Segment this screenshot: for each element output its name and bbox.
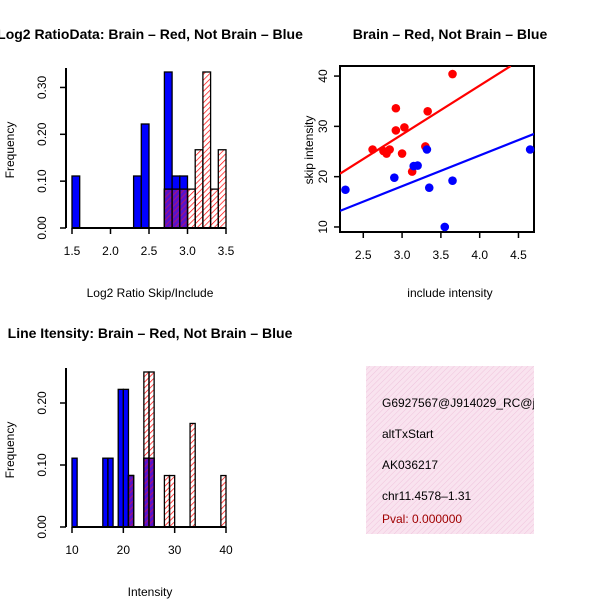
scatter-point-blue-4: [422, 145, 432, 154]
intensity-xtick-label-2: 30: [168, 543, 182, 557]
intensity-blue-bar-1: [102, 457, 109, 528]
intensity-ytick-label-0: 0.00: [35, 515, 49, 539]
scatter-point-red-3: [385, 145, 394, 154]
ratio-xtick-label-0: 1.5: [64, 244, 81, 258]
ratio-xtick-label-1: 2.0: [102, 244, 119, 258]
scatter-point-blue-5: [424, 183, 434, 193]
info-panel: G6927567@J914029_RC@j_at altTxStart AK03…: [366, 366, 552, 534]
ratio-ytick-label-3: 0.30: [35, 75, 49, 99]
scatter-ytick-label-2: 30: [316, 119, 330, 133]
scatter-xtick-label-2: 3.5: [433, 248, 450, 262]
intensity-red-bar-6: [220, 474, 227, 528]
scatter-fit-red: [340, 66, 512, 175]
ratio-overlap-bar-2: [179, 188, 189, 229]
intensity-overlap-bar-0: [127, 474, 135, 528]
intensity-xtick-label-3: 40: [219, 543, 233, 557]
scatter-xtick-label-0: 2.5: [355, 248, 372, 262]
intensity-overlap-bar-1: [143, 457, 150, 528]
scatter-point-red-6: [397, 149, 407, 158]
scatter-fit-blue: [340, 132, 534, 212]
ratio-blue-bar-1: [132, 175, 142, 229]
ratio-red-bar-6: [209, 188, 219, 229]
intensity-red-bar-4: [168, 474, 176, 528]
scatter-point-blue-8: [525, 145, 535, 154]
scatter-point-blue-3: [413, 161, 422, 170]
scatter-point-red-7: [400, 123, 409, 132]
scatter-ylabel: skip intensity: [302, 116, 316, 185]
ratio-overlap-bar-0: [163, 188, 173, 229]
intensity-xtick-label-1: 20: [117, 543, 131, 557]
scatter-ytick-label-0: 10: [316, 220, 330, 234]
ratio-ylabel: Frequency: [3, 122, 17, 179]
ratio-ytick-label-0: 0.00: [35, 216, 49, 240]
scatter-point-blue-0: [341, 185, 350, 195]
scatter-xlabel: include intensity: [407, 286, 492, 300]
ratio-red-bar-3: [186, 188, 196, 229]
ratio-bars: [71, 71, 227, 229]
scatter-point-red-4: [391, 103, 401, 113]
info-accession: AK036217: [382, 458, 438, 472]
intensity-ytick-label-1: 0.10: [35, 453, 49, 477]
intensity-histogram: Line Itensity: Brain – Red, Not Brain – …: [3, 325, 293, 599]
intensity-blue-bar-2: [107, 457, 114, 528]
scatter-xtick-label-3: 4.0: [471, 248, 488, 262]
ratio-red-bar-4: [194, 149, 204, 229]
intensity-blue-bar-0: [71, 457, 78, 528]
intensity-title: Line Itensity: Brain – Red, Not Brain – …: [8, 325, 293, 341]
ratio-xtick-label-3: 3.0: [179, 244, 196, 258]
scatter-point-red-11: [448, 69, 457, 79]
info-background: [366, 366, 534, 534]
ratio-red-bar-5: [202, 71, 212, 229]
ratio-blue-bar-2: [140, 123, 150, 229]
scatter-point-blue-7: [448, 176, 457, 185]
scatter-point-blue-6: [440, 222, 450, 232]
ratio-red-bar-7: [217, 149, 227, 229]
intensity-ytick-label-2: 0.20: [35, 391, 49, 415]
ratio-xtick-label-2: 2.5: [141, 244, 158, 258]
ratio-axes: 1.5 2.0 2.5 3.0 3.5 0.00 0.10 0.20 0.30: [35, 68, 235, 258]
intensity-blue-bar-4: [122, 388, 130, 528]
intensity-ylabel: Frequency: [3, 422, 17, 479]
info-location: chr11.4578–1.31: [382, 489, 472, 503]
scatter-point-red-5: [391, 126, 401, 135]
scatter-point-blue-1: [390, 173, 399, 182]
ratio-histogram: Log2 RatioData: Brain – Red, Not Brain –…: [0, 26, 303, 300]
ratio-title: Log2 RatioData: Brain – Red, Not Brain –…: [0, 26, 303, 42]
intensity-blue-bar-3: [117, 388, 124, 528]
ratio-overlap-bar-1: [171, 188, 181, 229]
scatter-ytick-label-1: 20: [316, 170, 330, 184]
scatter-content: 2.5 3.0 3.5 4.0 4.5 10 20 30 40: [316, 66, 535, 262]
scatter-point-red-0: [368, 145, 377, 154]
scatter-xtick-label-1: 3.0: [394, 248, 411, 262]
ratio-xtick-label-4: 3.5: [218, 244, 235, 258]
ratio-ytick-label-2: 0.20: [35, 122, 49, 146]
scatter-xtick-label-4: 4.5: [510, 248, 527, 262]
intensity-axes: 10 20 30 40 0.00 0.10 0.20: [35, 368, 233, 557]
intensity-xlabel: Intensity: [128, 585, 173, 599]
scatter-point-red-10: [423, 106, 432, 116]
scatter-ytick-label-3: 40: [316, 69, 330, 83]
intensity-scatter: Brain – Red, Not Brain – Blue include in…: [302, 26, 547, 300]
ratio-ytick-label-1: 0.10: [35, 169, 49, 193]
ratio-xlabel: Log2 Ratio Skip/Include: [87, 286, 214, 300]
info-pval: Pval: 0.000000: [382, 512, 462, 526]
intensity-red-bar-3: [163, 474, 171, 528]
intensity-xtick-label-0: 10: [65, 543, 79, 557]
info-id: G6927567@J914029_RC@j_at: [382, 396, 552, 410]
info-event: altTxStart: [382, 427, 434, 441]
intensity-bars: [71, 371, 227, 528]
intensity-overlap-bar-2: [148, 457, 155, 528]
scatter-title: Brain – Red, Not Brain – Blue: [353, 26, 548, 42]
intensity-red-bar-5: [189, 422, 196, 528]
ratio-blue-bar-0: [71, 175, 81, 229]
